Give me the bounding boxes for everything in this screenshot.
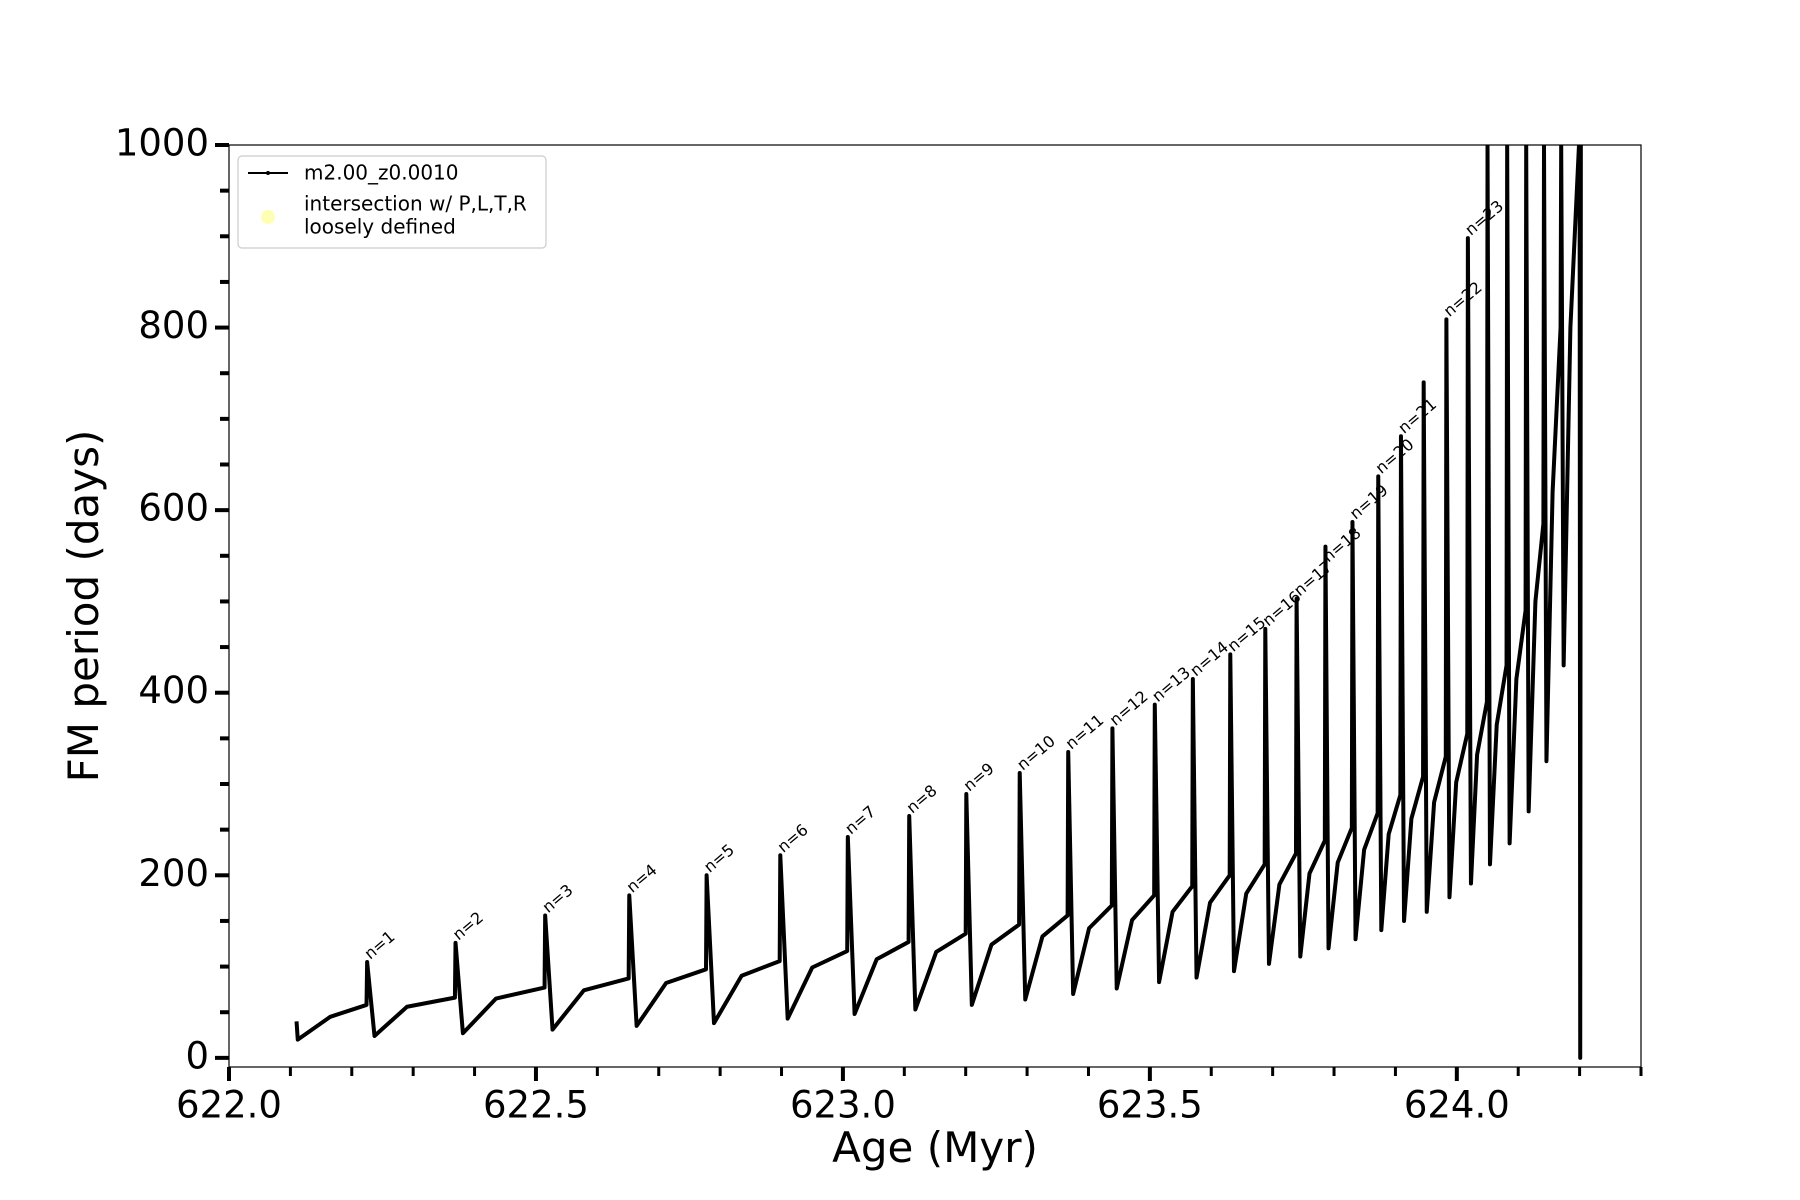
legend-label: loosely defined <box>304 215 456 239</box>
annotation: n=19 <box>1346 480 1392 523</box>
annotation: n=4 <box>623 860 661 896</box>
annotation: n=9 <box>960 759 998 795</box>
y-tick-label: 0 <box>185 1034 209 1077</box>
y-tick-label: 1000 <box>115 122 209 165</box>
annotation: n=23 <box>1461 196 1507 239</box>
annotation: n=7 <box>841 802 879 838</box>
legend-label: m2.00_z0.0010 <box>304 161 459 185</box>
annotation: n=12 <box>1106 687 1152 730</box>
annotation: n=2 <box>449 908 487 944</box>
y-tick-label: 600 <box>138 487 209 530</box>
y-tick-label: 200 <box>138 852 209 895</box>
series-line <box>294 145 1583 1060</box>
x-tick-label: 622.0 <box>176 1084 282 1127</box>
x-tick-label: 622.5 <box>483 1084 589 1127</box>
plot-area <box>294 145 1583 1060</box>
annotation: n=8 <box>903 781 941 817</box>
x-tick-label: 624.0 <box>1404 1084 1510 1127</box>
legend-box <box>237 155 547 249</box>
legend-label: intersection w/ P,L,T,R <box>304 192 527 216</box>
x-axis-label: Age (Myr) <box>832 1123 1038 1172</box>
annotation: n=20 <box>1372 435 1418 478</box>
annotation: n=11 <box>1062 710 1108 753</box>
y-axis-label: FM period (days) <box>59 430 108 783</box>
annotation: n=22 <box>1440 278 1486 321</box>
y-tick-label: 400 <box>138 669 209 712</box>
legend-dot <box>266 171 270 175</box>
annotation: n=1 <box>360 927 398 963</box>
x-tick-label: 623.0 <box>790 1084 896 1127</box>
plot-frame <box>228 144 1642 1068</box>
annotation: n=21 <box>1394 394 1440 437</box>
annotation: n=18 <box>1319 523 1365 566</box>
annotation: n=3 <box>539 880 577 916</box>
y-tick-label: 800 <box>138 304 209 347</box>
legend-marker <box>261 210 275 224</box>
annotation: n=13 <box>1148 663 1194 706</box>
annotation: n=5 <box>700 840 738 876</box>
annotation: n=6 <box>774 820 812 856</box>
annotation: n=10 <box>1013 731 1059 774</box>
x-tick-label: 623.5 <box>1097 1084 1203 1127</box>
